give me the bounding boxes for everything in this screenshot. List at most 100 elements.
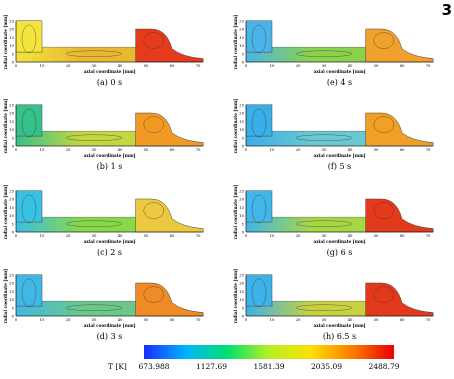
right-chamber [135,112,204,147]
y-tick-label: 0 [242,314,245,319]
x-tick-label: 0 [15,147,18,152]
x-tick-label: 60 [400,317,405,322]
x-tick-label: 40 [348,63,353,68]
x-axis-label: axial coordinate [mm] [84,323,136,328]
x-tick-label: 50 [374,63,379,68]
y-tick-label: 0 [242,230,245,235]
panel-caption: (g) 6 s [326,248,353,257]
contour-panel: 0 5 10 15 20 25 0 10 20 30 40 50 60 70 axial coordinat… [2,180,217,260]
left-chamber [15,104,43,137]
x-tick-label: 0 [245,317,248,322]
x-tick-label: 70 [426,233,431,238]
y-tick-label: 5 [12,51,15,56]
x-tick-label: 20 [66,317,71,322]
y-tick-label: 20 [9,281,14,286]
y-tick-label: 10 [239,213,244,218]
left-chamber [15,190,43,223]
y-tick-label: 25 [9,18,14,23]
x-tick-label: 50 [144,233,149,238]
y-tick-label: 20 [239,27,244,32]
right-chamber [365,112,434,147]
colorbar-gradient [144,345,394,359]
x-tick-label: 30 [322,63,327,68]
y-tick-label: 5 [12,305,15,310]
x-tick-label: 40 [118,317,123,322]
x-tick-label: 40 [118,147,123,152]
streamline [21,278,37,308]
x-tick-label: 70 [196,233,201,238]
x-tick-label: 60 [400,63,405,68]
y-axis-label: radial coordinate [mm] [233,99,238,154]
x-tick-label: 40 [348,317,353,322]
contour-panel: 0 5 10 15 20 25 0 10 20 30 40 50 60 70 axial coordinat… [2,94,217,174]
x-axis-label: axial coordinate [mm] [314,69,366,74]
x-tick-label: 30 [92,317,97,322]
x-tick-label: 10 [270,147,275,152]
streamline [295,50,353,57]
x-tick-label: 30 [92,147,97,152]
y-tick-label: 10 [239,127,244,132]
streamline [295,134,353,141]
x-tick-label: 70 [196,317,201,322]
panel-caption: (c) 2 s [96,248,122,257]
right-chamber [365,28,434,63]
colorbar-tick-label: 1581.39 [253,362,285,371]
y-tick-label: 25 [9,272,14,277]
contour-panel: 0 5 10 15 20 25 0 10 20 30 40 50 60 70 axial coordinat… [232,10,447,90]
y-tick-label: 10 [9,127,14,132]
streamline [21,24,37,54]
corner-label: 3 [441,1,452,19]
x-tick-label: 40 [118,63,123,68]
y-tick-label: 25 [9,188,14,193]
y-tick-label: 5 [12,221,15,226]
y-tick-label: 15 [9,119,14,124]
x-axis-label: axial coordinate [mm] [84,153,136,158]
x-tick-label: 70 [426,147,431,152]
x-tick-label: 70 [426,63,431,68]
x-tick-label: 10 [40,233,45,238]
x-tick-label: 0 [15,317,18,322]
colorbar-tick-label: 2035.09 [310,362,343,371]
x-tick-label: 50 [144,317,149,322]
y-tick-label: 25 [239,272,244,277]
y-tick-label: 20 [239,281,244,286]
x-tick-label: 20 [296,147,301,152]
left-chamber [245,274,273,307]
x-axis-label: axial coordinate [mm] [314,323,366,328]
panel-caption: (f) 5 s [327,162,352,171]
y-axis-label: radial coordinate [mm] [233,269,238,324]
x-tick-label: 20 [66,233,71,238]
left-chamber [245,190,273,223]
x-tick-label: 30 [92,233,97,238]
contour-panel: 0 5 10 15 20 25 0 10 20 30 40 50 60 70 axial coordinat… [232,94,447,174]
x-tick-label: 10 [270,317,275,322]
x-tick-label: 10 [270,233,275,238]
panel-caption: (b) 1 s [96,162,123,171]
y-tick-label: 20 [239,111,244,116]
y-axis-label: radial coordinate [mm] [233,185,238,240]
y-axis-label: radial coordinate [mm] [3,15,8,70]
x-tick-label: 60 [400,233,405,238]
y-tick-label: 20 [9,197,14,202]
streamline [373,116,394,133]
x-tick-label: 0 [15,63,18,68]
y-tick-label: 0 [12,230,15,235]
x-tick-label: 30 [92,63,97,68]
x-tick-label: 30 [322,317,327,322]
panel-caption: (e) 4 s [326,78,353,87]
panel-caption: (d) 3 s [96,332,123,341]
x-tick-label: 30 [322,147,327,152]
y-tick-label: 20 [9,27,14,32]
streamline [65,304,123,311]
x-tick-label: 40 [348,147,353,152]
y-tick-label: 10 [9,297,14,302]
x-tick-label: 20 [296,63,301,68]
x-tick-label: 0 [245,63,248,68]
right-chamber [365,282,434,317]
colorbar-label: T [K] [108,362,127,371]
streamline [21,108,37,138]
y-tick-label: 5 [12,135,15,140]
